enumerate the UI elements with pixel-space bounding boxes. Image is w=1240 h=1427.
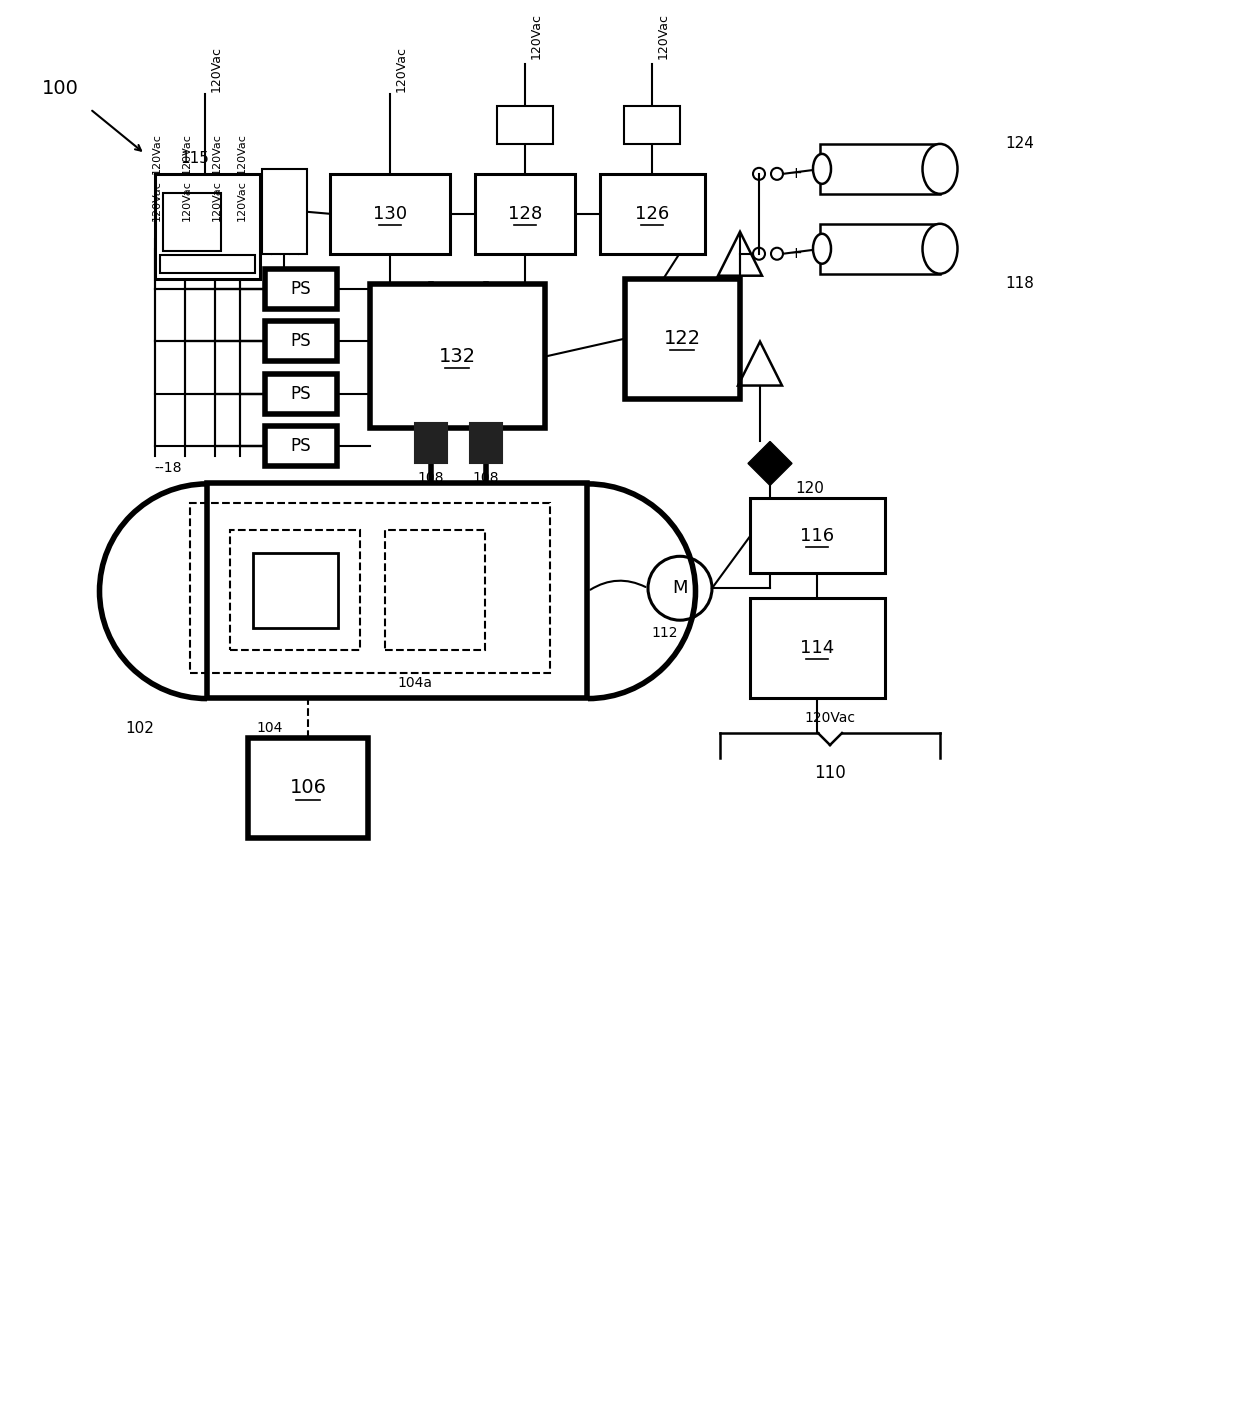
Text: PS: PS [290,280,311,298]
Ellipse shape [813,154,831,184]
Bar [475,174,575,254]
Bar [248,738,368,838]
Bar [820,144,940,194]
Text: +: + [790,247,802,261]
Text: 120Vac: 120Vac [237,133,247,174]
Text: 120Vac: 120Vac [396,46,408,91]
Bar [750,598,885,698]
Bar [750,498,885,574]
Text: 120Vac: 120Vac [153,133,162,174]
Bar [265,427,337,467]
Text: 108: 108 [418,471,444,485]
Text: 108: 108 [472,471,500,485]
Text: 120Vac: 120Vac [182,180,192,221]
Bar [470,424,502,464]
Text: 104: 104 [257,721,283,735]
Text: 118: 118 [1006,277,1034,291]
Text: 124: 124 [1006,137,1034,151]
Bar [600,174,706,254]
Text: 104a: 104a [398,676,433,691]
Bar [497,106,553,144]
Bar [207,484,587,698]
Text: 120Vac: 120Vac [210,46,223,91]
Text: 120Vac: 120Vac [529,13,543,59]
Bar [155,174,260,278]
Bar [330,174,450,254]
Text: 120Vac: 120Vac [237,180,247,221]
Text: 120Vac: 120Vac [182,133,192,174]
Text: 120Vac: 120Vac [657,13,670,59]
Bar [265,268,337,308]
Text: M: M [672,579,688,598]
Text: 120Vac: 120Vac [805,711,856,725]
Text: 120Vac: 120Vac [153,180,162,221]
Text: 128: 128 [508,205,542,223]
Ellipse shape [923,224,957,274]
Bar [820,224,940,274]
Bar [415,424,446,464]
Text: +: + [790,167,802,181]
Text: 112: 112 [652,626,678,641]
Bar [625,278,740,398]
Bar [265,321,337,361]
Bar [384,531,485,651]
Polygon shape [748,441,792,485]
Bar [265,374,337,414]
Ellipse shape [923,144,957,194]
Text: 126: 126 [635,205,670,223]
Text: PS: PS [290,384,311,402]
Bar [229,531,360,651]
Bar [190,504,551,674]
Text: --18: --18 [154,461,182,475]
Text: 130: 130 [373,205,407,223]
Text: 120Vac: 120Vac [212,180,222,221]
Text: 102: 102 [125,721,155,735]
Text: 120Vac: 120Vac [212,133,222,174]
Text: PS: PS [290,438,311,455]
Text: 116: 116 [800,528,835,545]
Bar [162,193,221,251]
Text: PS: PS [290,331,311,350]
Text: 122: 122 [663,330,701,348]
Text: 114: 114 [800,639,835,658]
Bar [253,554,339,628]
Bar [370,284,546,428]
Text: 115: 115 [181,151,210,167]
Text: 110: 110 [815,763,846,782]
Text: 132: 132 [439,347,476,367]
Bar [160,255,255,273]
Text: 120: 120 [796,481,825,497]
Bar [262,168,308,254]
Text: 106: 106 [289,779,326,798]
Text: 100: 100 [42,80,78,98]
Bar [624,106,680,144]
Ellipse shape [813,234,831,264]
